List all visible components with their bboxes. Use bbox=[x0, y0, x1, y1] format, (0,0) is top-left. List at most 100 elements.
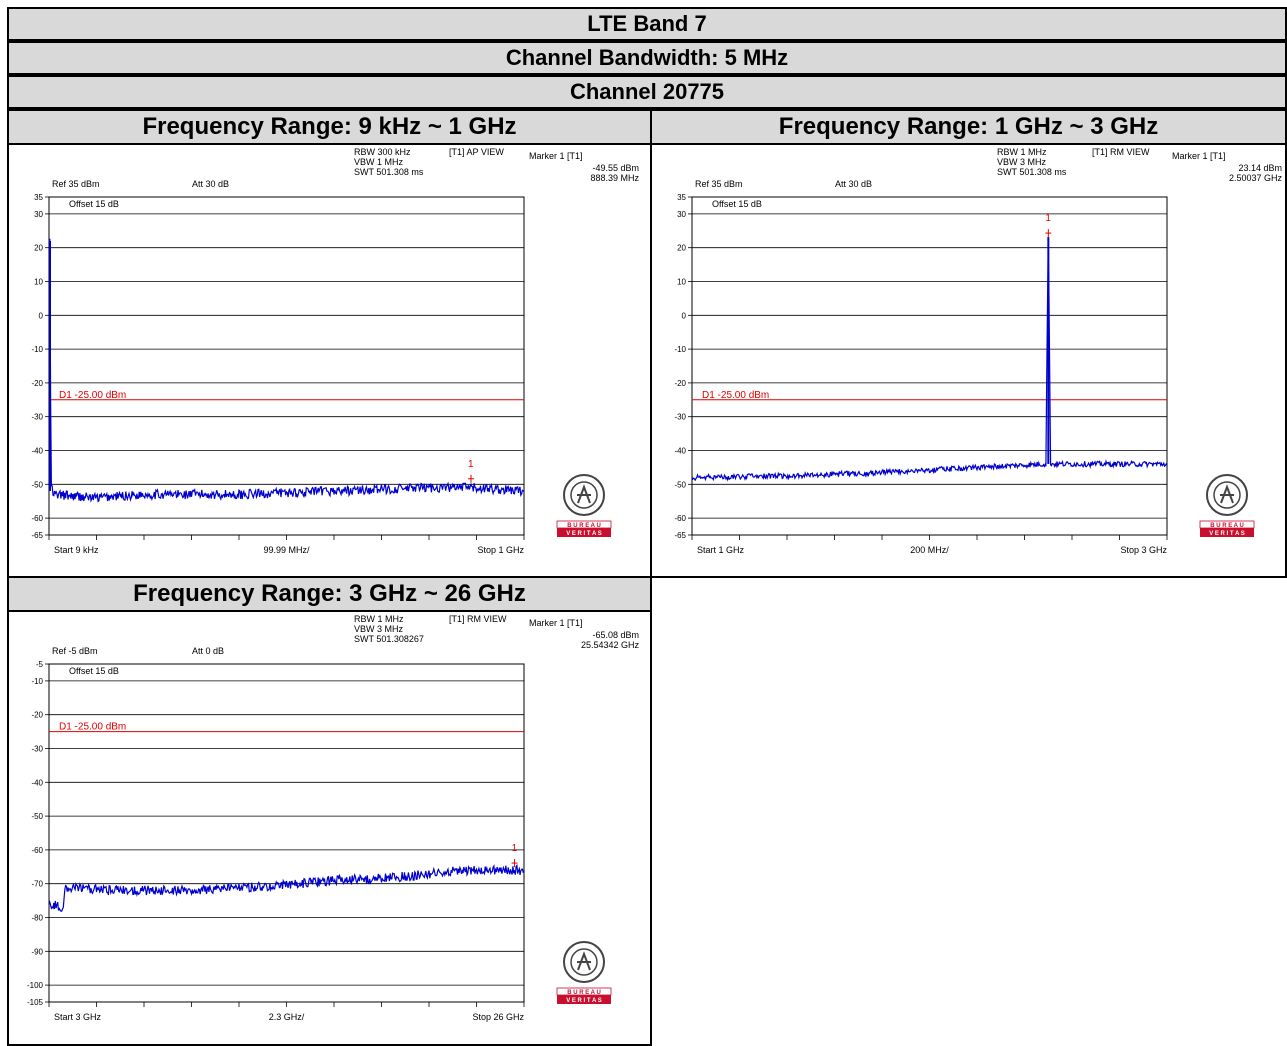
logo-banner-top bbox=[556, 520, 612, 529]
marker-level: 23.14 dBm bbox=[1238, 163, 1282, 173]
y-tick-label: 20 bbox=[677, 244, 686, 253]
y-tick-label: -20 bbox=[674, 379, 686, 388]
trace-mode-label: [T1] AP VIEW bbox=[449, 147, 504, 157]
rbw-label: RBW 1 MHz bbox=[354, 614, 404, 624]
logo-banner-top bbox=[1199, 520, 1255, 529]
limit-line-label: D1 -25.00 dBm bbox=[59, 390, 126, 401]
y-tick-label: -40 bbox=[31, 447, 43, 456]
y-tick-label: -70 bbox=[31, 880, 43, 889]
plot-frame bbox=[691, 196, 1168, 536]
y-tick-label: -20 bbox=[31, 711, 43, 720]
y-tick-label: 35 bbox=[677, 193, 686, 202]
y-tick-label: -65 bbox=[674, 531, 686, 540]
logo-banner-top bbox=[556, 987, 612, 996]
logo-figure bbox=[577, 484, 591, 504]
y-tick-label: -65 bbox=[31, 531, 43, 540]
y-tick-label: -30 bbox=[674, 413, 686, 422]
ref-level-label: Ref 35 dBm bbox=[695, 179, 743, 189]
plot-frame bbox=[48, 663, 525, 1003]
marker-number: 1 bbox=[468, 459, 474, 470]
vbw-label: VBW 1 MHz bbox=[354, 157, 404, 167]
limit-line-label: D1 -25.00 dBm bbox=[702, 390, 769, 401]
start-label: Start 1 GHz bbox=[697, 545, 745, 555]
marker-frequency: 2.50037 GHz bbox=[1229, 173, 1283, 183]
bureau-veritas-logo: B U R E A U V E R I T A S bbox=[556, 941, 612, 1004]
channel-header: Channel 20775 bbox=[7, 75, 1287, 109]
y-tick-label: -20 bbox=[31, 379, 43, 388]
y-tick-label: 0 bbox=[39, 311, 44, 320]
rbw-label: RBW 1 MHz bbox=[997, 147, 1047, 157]
marker-frequency: 25.54342 GHz bbox=[581, 640, 640, 650]
stop-label: Stop 26 GHz bbox=[472, 1012, 524, 1022]
bandwidth-header: Channel Bandwidth: 5 MHz bbox=[7, 41, 1287, 75]
spectrum-trace bbox=[691, 244, 1168, 482]
y-tick-label: -50 bbox=[674, 480, 686, 489]
y-tick-label: -105 bbox=[27, 998, 44, 1007]
y-tick-label: 0 bbox=[682, 311, 687, 320]
stop-label: Stop 3 GHz bbox=[1120, 545, 1167, 555]
y-tick-label: 20 bbox=[34, 244, 43, 253]
band-header: LTE Band 7 bbox=[7, 7, 1287, 41]
bureau-veritas-logo: B U R E A U V E R I T A S bbox=[1199, 474, 1255, 537]
y-tick-label: -5 bbox=[36, 660, 44, 669]
logo-text-bureau: B U R E A U bbox=[567, 990, 601, 996]
marker-title: Marker 1 [T1] bbox=[529, 618, 583, 628]
y-tick-label: 10 bbox=[677, 278, 686, 287]
vbw-label: VBW 3 MHz bbox=[997, 157, 1047, 167]
y-tick-label: -40 bbox=[674, 447, 686, 456]
y-tick-label: -90 bbox=[31, 947, 43, 956]
trace-mode-label: [T1] RM VIEW bbox=[449, 614, 507, 624]
ref-level-label: Ref -5 dBm bbox=[52, 646, 98, 656]
trace-mode-label: [T1] RM VIEW bbox=[1092, 147, 1150, 157]
logo-text-veritas: V E R I T A S bbox=[566, 531, 602, 537]
y-tick-label: -30 bbox=[31, 413, 43, 422]
swt-label: SWT 501.308 ms bbox=[997, 167, 1067, 177]
start-label: Start 3 GHz bbox=[54, 1012, 102, 1022]
y-tick-label: -60 bbox=[31, 514, 43, 523]
report-table: LTE Band 7 Channel Bandwidth: 5 MHz Chan… bbox=[7, 7, 1287, 1046]
logo-text-bureau: B U R E A U bbox=[1210, 523, 1244, 529]
logo-text-veritas: V E R I T A S bbox=[566, 998, 602, 1004]
marker-frequency: 888.39 MHz bbox=[590, 173, 639, 183]
swt-label: SWT 501.308267 bbox=[354, 634, 424, 644]
limit-line-label: D1 -25.00 dBm bbox=[59, 722, 126, 733]
y-tick-label: -80 bbox=[31, 914, 43, 923]
marker-number: 1 bbox=[512, 843, 518, 854]
y-tick-label: -10 bbox=[674, 345, 686, 354]
offset-label: Offset 15 dB bbox=[712, 199, 762, 209]
logo-figure bbox=[577, 951, 591, 971]
marker-title: Marker 1 [T1] bbox=[529, 151, 583, 161]
y-tick-label: -100 bbox=[27, 981, 44, 990]
marker-level: -65.08 dBm bbox=[592, 630, 639, 640]
marker-number: 1 bbox=[1045, 213, 1051, 224]
start-label: Start 9 kHz bbox=[54, 545, 99, 555]
offset-label: Offset 15 dB bbox=[69, 199, 119, 209]
plot-cell-3: Frequency Range: 3 GHz ~ 26 GHz RBW 1 MH… bbox=[7, 576, 652, 1046]
y-tick-label: -10 bbox=[31, 345, 43, 354]
attenuation-label: Att 0 dB bbox=[192, 646, 224, 656]
vbw-label: VBW 3 MHz bbox=[354, 624, 404, 634]
swt-label: SWT 501.308 ms bbox=[354, 167, 424, 177]
plot-frame bbox=[48, 196, 525, 536]
y-tick-label: -40 bbox=[31, 778, 43, 787]
y-tick-label: -60 bbox=[31, 846, 43, 855]
y-tick-label: 35 bbox=[34, 193, 43, 202]
marker-title: Marker 1 [T1] bbox=[1172, 151, 1226, 161]
plot-cell-2: Frequency Range: 1 GHz ~ 3 GHz RBW 1 MHz… bbox=[650, 109, 1287, 578]
y-tick-label: 10 bbox=[34, 278, 43, 287]
offset-label: Offset 15 dB bbox=[69, 666, 119, 676]
plot-title: Frequency Range: 3 GHz ~ 26 GHz bbox=[9, 578, 650, 612]
y-tick-label: 30 bbox=[677, 210, 686, 219]
spectrum-trace bbox=[48, 238, 525, 503]
plot-title: Frequency Range: 1 GHz ~ 3 GHz bbox=[652, 111, 1285, 145]
y-tick-label: -50 bbox=[31, 480, 43, 489]
logo-figure bbox=[1220, 484, 1234, 504]
span-per-div-label: 99.99 MHz/ bbox=[263, 545, 310, 555]
span-per-div-label: 2.3 GHz/ bbox=[269, 1012, 305, 1022]
plot-title: Frequency Range: 9 kHz ~ 1 GHz bbox=[9, 111, 650, 145]
y-tick-label: -50 bbox=[31, 812, 43, 821]
bureau-veritas-logo: B U R E A U V E R I T A S bbox=[556, 474, 612, 537]
